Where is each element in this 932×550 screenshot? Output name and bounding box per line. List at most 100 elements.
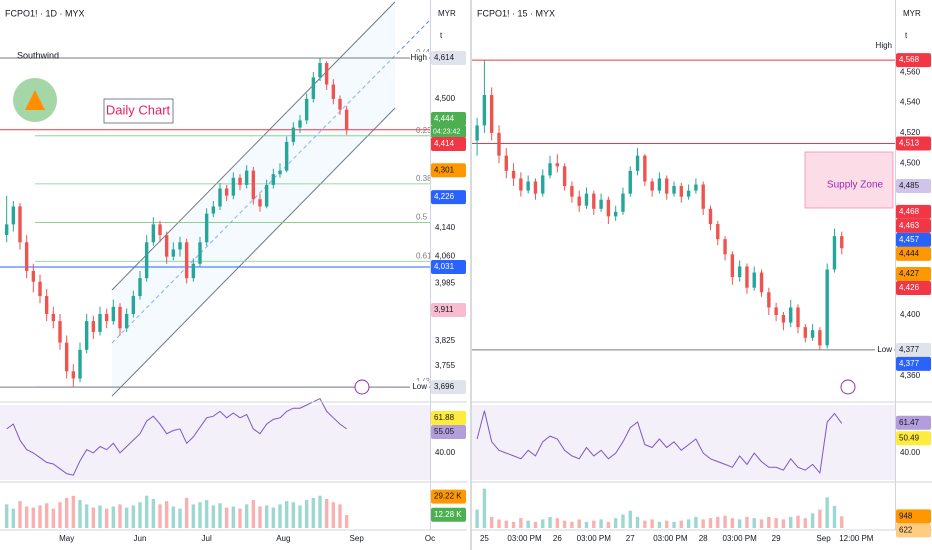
candle-body bbox=[832, 236, 837, 270]
annotation: Southwind bbox=[17, 50, 59, 60]
candle-body bbox=[548, 163, 552, 176]
chart-title: FCPO1! · 15 · MYX bbox=[477, 8, 555, 18]
volume-bar bbox=[304, 500, 309, 528]
volume-bar bbox=[730, 518, 735, 528]
candle-body bbox=[767, 292, 771, 308]
rsi-badge bbox=[896, 431, 931, 446]
volume-bar bbox=[708, 518, 713, 528]
price-badge-label: 4,614 bbox=[434, 53, 455, 62]
unit: t bbox=[440, 31, 443, 40]
volume-bar bbox=[198, 502, 202, 528]
candle-body bbox=[475, 125, 479, 141]
candle-body bbox=[818, 330, 822, 346]
price-badge-label: 4,427 bbox=[899, 269, 920, 278]
volume-bar bbox=[51, 508, 56, 528]
candle-body bbox=[650, 181, 654, 191]
tag-box bbox=[875, 40, 894, 53]
x-tick-label: 27 bbox=[626, 534, 635, 543]
volume-badge bbox=[431, 489, 466, 504]
candle-body bbox=[592, 193, 596, 209]
candle-body bbox=[482, 94, 487, 126]
price-badge-label: 4,301 bbox=[434, 165, 455, 174]
volume-bar bbox=[723, 515, 727, 528]
volume-bar bbox=[548, 516, 552, 528]
candle-body bbox=[31, 270, 36, 282]
volume-badge bbox=[896, 509, 931, 524]
countdown: 04:23:42 bbox=[433, 128, 460, 135]
x-tick-label: Aug bbox=[276, 534, 290, 543]
trend-channel bbox=[111, 1, 396, 397]
price-badge bbox=[431, 303, 466, 318]
rsi-line bbox=[476, 410, 843, 475]
volume-bar bbox=[497, 519, 501, 528]
candle-body bbox=[803, 327, 807, 338]
candle-body bbox=[78, 349, 82, 379]
y-tick-label: 4,140 bbox=[435, 223, 456, 232]
candle-body bbox=[291, 127, 296, 142]
volume-bar bbox=[318, 495, 322, 528]
candle-body bbox=[111, 306, 116, 322]
volume-bar bbox=[204, 500, 209, 528]
annotation: Supply Zone bbox=[827, 180, 884, 191]
volume-bar bbox=[832, 505, 837, 528]
price-badge-label: 4,377 bbox=[899, 345, 920, 354]
price-badge-label: 4,377 bbox=[899, 359, 920, 368]
candle-body bbox=[198, 242, 202, 264]
candle-body bbox=[118, 306, 122, 329]
price-badge bbox=[896, 356, 931, 371]
candle-body bbox=[694, 184, 698, 191]
volume-bar bbox=[686, 519, 691, 528]
volume-bar bbox=[818, 509, 822, 528]
price-badge bbox=[431, 260, 466, 275]
rsi-tick-label: 40.00 bbox=[435, 448, 456, 457]
volume-bar bbox=[482, 488, 487, 528]
rsi-badge-label: 55.05 bbox=[434, 427, 455, 436]
rsi-tick-label: 40.00 bbox=[900, 448, 921, 457]
y-tick-label: 4,560 bbox=[900, 67, 921, 76]
volume-bar bbox=[11, 508, 16, 528]
y-tick-label: 3,985 bbox=[435, 279, 456, 288]
volume-bar bbox=[144, 495, 149, 528]
volume-bar bbox=[278, 504, 282, 528]
y-tick-label: 4,500 bbox=[900, 158, 921, 167]
volume-bar bbox=[825, 497, 829, 528]
x-tick-label: Sep bbox=[350, 534, 365, 543]
candle-body bbox=[723, 239, 727, 255]
candle-body bbox=[311, 77, 316, 99]
candle-body bbox=[238, 177, 242, 185]
price-tag: High bbox=[876, 41, 892, 50]
volume-bar bbox=[533, 521, 538, 528]
y-tick-label: 3,755 bbox=[435, 361, 456, 370]
candle-body bbox=[104, 313, 109, 322]
volume-bar bbox=[91, 507, 96, 528]
volume-bar bbox=[672, 521, 676, 528]
volume-badge bbox=[896, 523, 931, 538]
price-badge bbox=[431, 136, 466, 151]
volume-bar bbox=[158, 504, 162, 528]
volume-bar bbox=[78, 500, 82, 528]
candle-body bbox=[577, 196, 581, 206]
volume-bar bbox=[555, 518, 560, 528]
volume-bar bbox=[211, 505, 216, 528]
price-badge-label: 4,444 bbox=[434, 114, 455, 123]
volume-badge bbox=[431, 507, 466, 522]
y-tick-label: 4,540 bbox=[900, 98, 921, 107]
rsi-badge bbox=[431, 424, 466, 439]
volume-bar bbox=[526, 520, 530, 528]
candle-body bbox=[271, 174, 276, 185]
volume-bar bbox=[562, 520, 567, 528]
chart-title: FCPO1! · 1D · MYX bbox=[5, 8, 85, 18]
candle-body bbox=[278, 170, 282, 175]
volume-bar bbox=[138, 502, 142, 528]
candle-body bbox=[98, 313, 102, 332]
volume-bar bbox=[284, 501, 289, 528]
volume-bar bbox=[657, 521, 662, 528]
annotation-box bbox=[103, 98, 174, 124]
candle-body bbox=[204, 213, 209, 243]
volume-bar bbox=[584, 521, 589, 528]
volume-bar bbox=[84, 504, 89, 528]
candle-body bbox=[38, 281, 42, 297]
candle-body bbox=[264, 184, 269, 207]
volume-bar bbox=[71, 495, 76, 528]
